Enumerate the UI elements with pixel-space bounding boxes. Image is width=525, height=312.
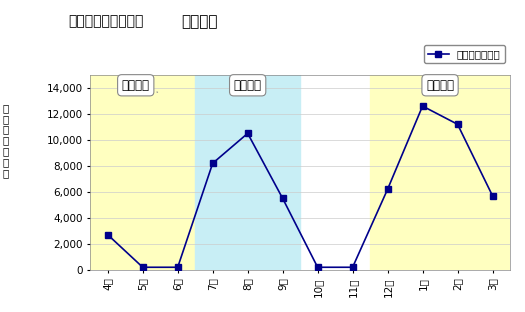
Text: 冷
暖
房
費
（
円
）: 冷 暖 房 費 （ 円 ） (2, 103, 8, 178)
Text: 暖房期間: 暖房期間 (426, 79, 455, 92)
Bar (370, 75, 510, 270)
Bar (90, 75, 195, 270)
Text: 暖房期間: 暖房期間 (122, 79, 158, 92)
Legend: 冷暖房費（円）: 冷暖房費（円） (424, 45, 505, 63)
Text: 高断熱高気密住宅の: 高断熱高気密住宅の (68, 14, 144, 28)
Text: 冷暖房費: 冷暖房費 (181, 14, 218, 29)
Text: 冷房期間: 冷房期間 (234, 79, 262, 92)
Bar (195, 75, 300, 270)
